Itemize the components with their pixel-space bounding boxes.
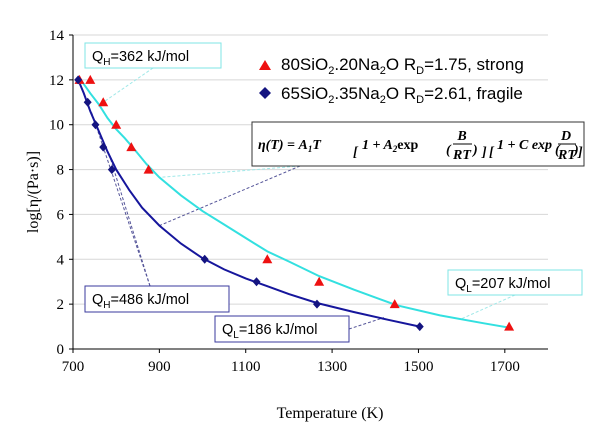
svg-text:1 + A2exp: 1 + A2exp: [362, 138, 419, 154]
strong-data-point: [85, 74, 96, 84]
annotation-qh-strong: QH=362 kJ/mol: [84, 42, 222, 69]
y-tick-label: 0: [57, 342, 65, 358]
fragile-data-point: [83, 97, 92, 107]
annotation-ql-strong: QL=207 kJ/mol: [447, 269, 583, 296]
legend-diamond-marker: [259, 87, 271, 99]
leader-ql-fragile: [348, 317, 385, 330]
svg-text:(: (: [446, 143, 452, 158]
leader-ql-strong: [461, 294, 516, 320]
svg-text:]: ]: [481, 145, 487, 160]
y-tick-label: 10: [49, 118, 64, 134]
annotation-ql-fragile: QL=186 kJ/mol: [214, 315, 350, 343]
svg-text:[: [: [489, 145, 495, 160]
data-markers: [74, 74, 515, 332]
svg-text:B: B: [456, 129, 466, 144]
leader-qh-fragile-a: [90, 111, 151, 287]
strong-data-point: [111, 119, 122, 129]
legend-strong-text: 80SiO2.20Na2O RD=1.75, strong: [281, 55, 524, 77]
x-axis-title: Temperature (K): [277, 405, 384, 422]
tick-labels: 0 2 4 6 8 10 12 14 700 900 1100 1300 1500 1700: [49, 28, 520, 375]
strong-fit-curve: [79, 79, 510, 329]
x-tick-label: 1100: [231, 359, 260, 375]
y-axis-title: log[η/(Pa·s)]: [25, 151, 42, 233]
fragile-data-point: [107, 165, 116, 175]
x-tick-label: 900: [148, 359, 171, 375]
svg-text:(: (: [555, 143, 561, 158]
annotation-qh-fragile: QH=486 kJ/mol: [84, 285, 230, 313]
svg-text:D: D: [560, 129, 571, 144]
svg-text:]: ]: [577, 145, 583, 160]
strong-data-point: [314, 276, 325, 286]
equation-box: η(T) = A1T [ 1 + A2exp ( B RT ) ] [ 1 + …: [251, 121, 585, 167]
svg-text:QL=186 kJ/mol: QL=186 kJ/mol: [222, 322, 317, 341]
fragile-data-point: [312, 299, 321, 309]
svg-text:RT: RT: [452, 148, 472, 163]
x-tick-label: 1700: [490, 359, 520, 375]
svg-text:1 + C exp: 1 + C exp: [497, 138, 552, 153]
leader-equation-strong: [159, 165, 301, 178]
strong-data-point: [98, 97, 109, 107]
fragile-data-point: [252, 277, 261, 287]
y-tick-label: 2: [57, 297, 65, 313]
svg-text:QH=486 kJ/mol: QH=486 kJ/mol: [92, 292, 189, 311]
legend: 80SiO2.20Na2O RD=1.75, strong 65SiO2.35N…: [259, 55, 524, 106]
x-tick-label: 1500: [403, 359, 433, 375]
svg-text:): ): [471, 143, 478, 158]
strong-data-point: [126, 142, 137, 152]
leader-qh-strong: [102, 67, 154, 103]
svg-text:QH=362 kJ/mol: QH=362 kJ/mol: [92, 49, 189, 68]
svg-text:): ): [572, 143, 579, 158]
fragile-data-point: [74, 75, 83, 85]
annotation-leader-lines: [90, 67, 516, 330]
strong-data-point: [389, 299, 400, 309]
y-tick-label: 4: [57, 252, 65, 268]
y-tick-label: 8: [57, 163, 65, 179]
y-tick-label: 14: [49, 28, 65, 44]
svg-text:η(T) = A1T: η(T) = A1T: [258, 138, 322, 154]
x-tick-label: 1300: [317, 359, 347, 375]
svg-text:RT: RT: [557, 148, 577, 163]
strong-data-point: [504, 321, 515, 331]
fragile-data-point: [91, 120, 100, 130]
y-tick-label: 6: [57, 207, 65, 223]
fragile-data-point: [415, 322, 424, 332]
svg-text:QL=207 kJ/mol: QL=207 kJ/mol: [455, 276, 550, 295]
strong-data-point: [143, 164, 154, 174]
leader-qh-fragile-b: [109, 155, 151, 287]
fragile-data-point: [99, 142, 108, 152]
x-tick-label: 700: [62, 359, 85, 375]
fragile-data-point: [200, 254, 209, 264]
svg-text:[: [: [353, 145, 359, 160]
axes: [69, 34, 548, 353]
leader-equation-fragile: [159, 165, 301, 227]
legend-triangle-marker: [259, 60, 271, 70]
legend-fragile-text: 65SiO2.35Na2O RD=2.61, fragile: [281, 84, 523, 106]
strong-data-point: [262, 254, 273, 264]
y-tick-label: 12: [49, 73, 64, 89]
